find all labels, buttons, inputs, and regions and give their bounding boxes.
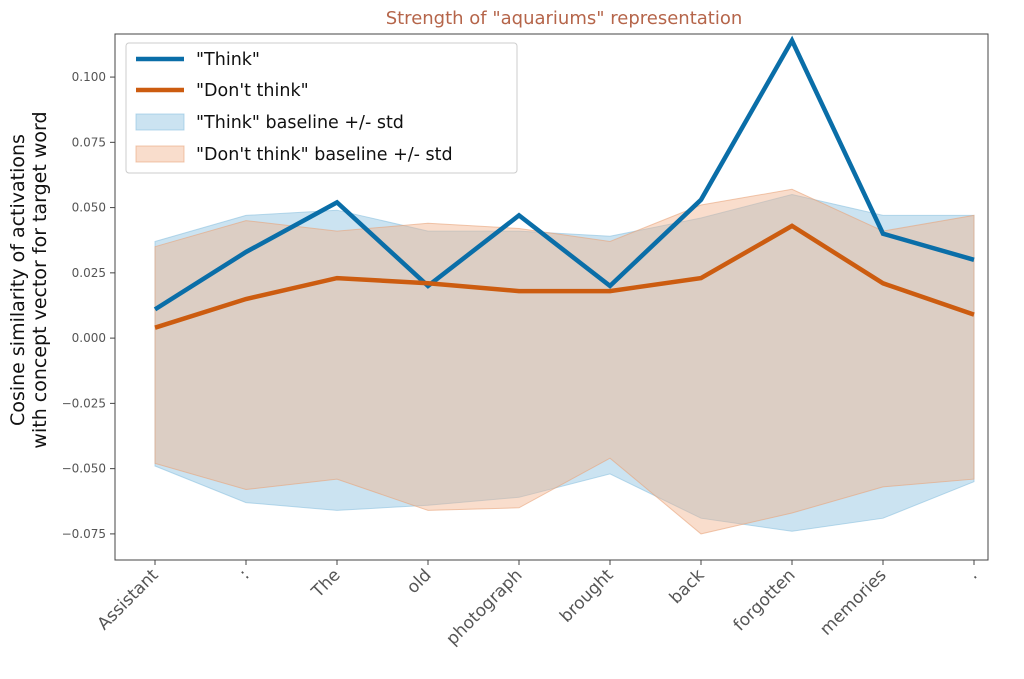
x-tick-label: memories [816,565,890,639]
plot-frame [114,33,989,561]
x-tick-label: back [666,565,709,608]
legend-label: "Don't think" [196,81,309,101]
y-tick-label: −0.050 [62,462,106,476]
x-tick-label: The [307,565,344,602]
x-tick-label: photograph [443,565,527,649]
y-axis-title-line-1: Cosine similarity of activations [7,134,29,426]
x-tick-label: old [403,565,435,597]
y-axis: 0.100 0.075 0.050 0.025 0.000 −0.025 −0.050 −0.… [62,70,115,541]
legend-box [125,42,518,174]
x-tick-label: : [235,565,253,583]
legend-label: "Don't think" baseline +/- std [196,145,453,165]
legend-swatch-band [135,145,185,163]
band-1 [154,188,975,535]
x-tick-label: Assistant [94,565,163,634]
chart-title: Strength of "aquariums" representation [386,8,743,29]
y-tick-label: −0.025 [62,396,106,410]
y-tick-label: 0.025 [72,266,106,280]
y-axis-title: Cosine similarity of activations with co… [7,111,51,448]
y-tick-label: 0.000 [72,331,106,345]
series-line-0 [153,35,975,312]
legend: "Think" "Don't think" "Think" baseline +/-… [125,42,518,174]
y-tick-label: 0.050 [72,201,106,215]
legend-label: "Think" [196,50,260,70]
series-line-1 [154,223,975,330]
x-axis: Assistant: The old photograph brought back for… [94,560,982,649]
y-tick-label: 0.100 [72,70,106,84]
baseline-bands [154,188,975,535]
y-tick-label: −0.075 [62,527,106,541]
y-tick-label: 0.075 [72,135,106,149]
legend-swatch-band [135,113,185,131]
y-axis-title-line-2: with concept vector for target word [29,111,51,448]
x-tick-label: . [964,565,982,583]
series-lines [153,35,975,330]
x-tick-label: brought [556,565,618,627]
legend-label: "Think" baseline +/- std [196,113,404,133]
x-tick-label: forgotten [730,565,800,635]
